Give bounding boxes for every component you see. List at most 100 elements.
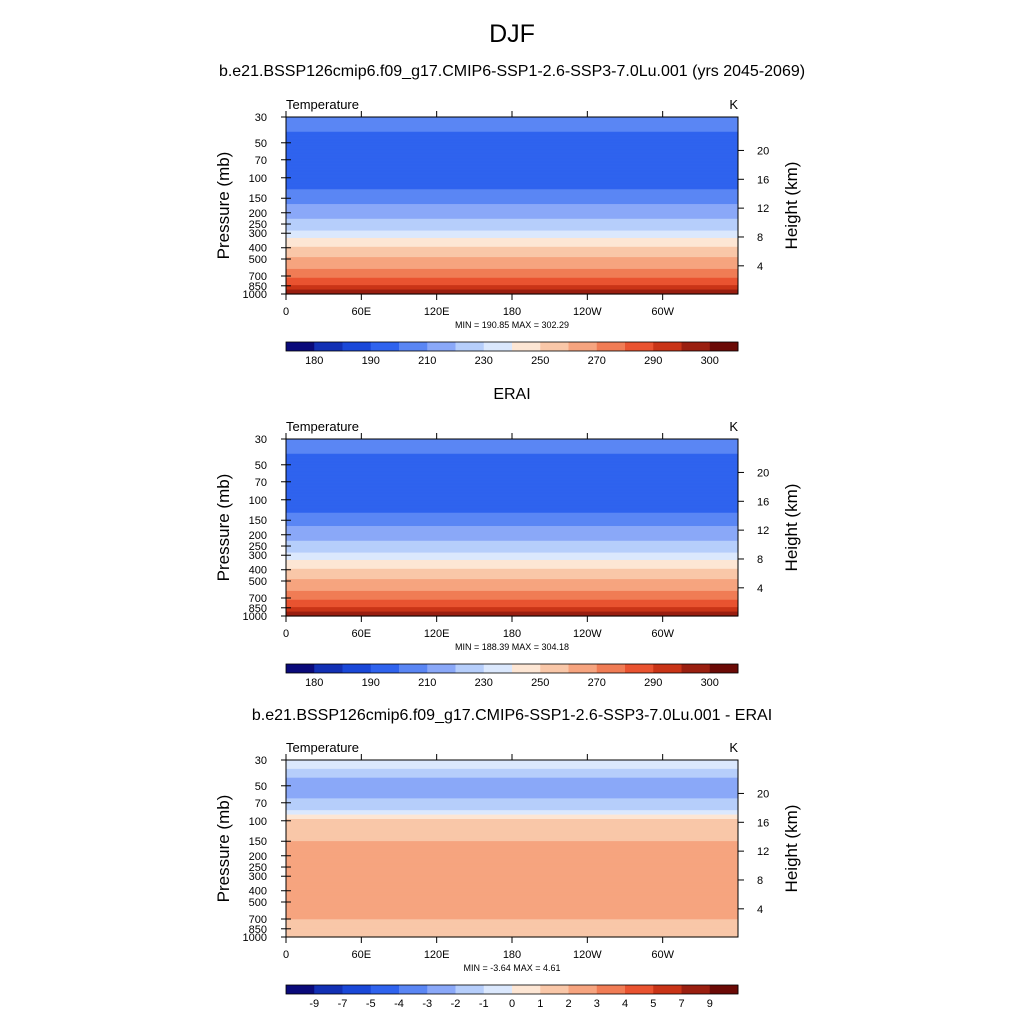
height-tick-label: 8 xyxy=(757,232,763,244)
colorbar-swatch xyxy=(399,342,428,351)
contour-band xyxy=(286,847,738,850)
contour-band xyxy=(286,453,738,456)
lon-tick-label: 120W xyxy=(573,306,602,318)
pressure-tick-label: 700 xyxy=(249,914,267,926)
contour-band xyxy=(286,449,738,452)
contour-band xyxy=(286,142,738,145)
contour-band xyxy=(286,934,738,937)
contour-band xyxy=(286,876,738,879)
pressure-tick-label: 700 xyxy=(249,593,267,605)
contour-band xyxy=(286,223,738,226)
contour-band xyxy=(286,205,738,208)
contour-band xyxy=(286,243,738,246)
contour-band xyxy=(286,168,738,171)
contour-band xyxy=(286,894,738,897)
case-panel-title: b.e21.BSSP126cmip6.f09_g17.CMIP6-SSP1-2.… xyxy=(218,63,806,80)
contour-band xyxy=(286,761,738,764)
contour-band xyxy=(286,807,738,810)
lon-tick-label: 120W xyxy=(573,628,602,640)
units-label: K xyxy=(729,97,738,112)
panel-diff xyxy=(281,754,744,995)
contour-band xyxy=(286,220,738,223)
contour-band xyxy=(286,190,738,193)
lon-tick-label: 60W xyxy=(651,949,674,961)
contour-band xyxy=(286,118,738,121)
contour-band xyxy=(286,211,738,214)
contour-band xyxy=(286,904,738,907)
contour-band xyxy=(286,889,738,892)
contour-band xyxy=(286,165,738,168)
contour-band xyxy=(286,127,738,130)
contour-band xyxy=(286,919,738,922)
pressure-tick-label: 30 xyxy=(255,755,267,767)
contour-band xyxy=(286,849,738,853)
contour-band xyxy=(286,577,738,580)
colorbar-swatch xyxy=(709,664,739,673)
colorbar-swatch xyxy=(314,664,343,673)
contour-band xyxy=(286,257,738,260)
contour-band xyxy=(286,823,738,826)
colorbar-label: 210 xyxy=(418,677,436,689)
contour-band xyxy=(286,503,738,506)
colorbar-label: 190 xyxy=(362,677,380,689)
pressure-tick-label: 500 xyxy=(249,254,267,266)
colorbar-swatch xyxy=(427,342,456,351)
colorbar-swatch xyxy=(653,985,682,994)
colorbar-label: 230 xyxy=(475,355,493,367)
colorbar-label: 5 xyxy=(650,998,656,1010)
contour-band xyxy=(286,901,738,904)
contour-band xyxy=(286,155,738,158)
contour-band xyxy=(286,829,738,832)
contour-band xyxy=(286,880,738,884)
colorbar-swatch xyxy=(286,664,315,673)
contour-band xyxy=(286,552,738,555)
colorbar-label: -4 xyxy=(394,998,404,1010)
contour-band xyxy=(286,873,738,876)
contour-band xyxy=(286,496,738,499)
contour-band xyxy=(286,153,738,156)
contour-band xyxy=(286,793,738,796)
contour-band xyxy=(286,441,738,445)
contour-band xyxy=(286,263,738,266)
height-tick-label: 4 xyxy=(757,904,763,916)
contour-band xyxy=(286,602,738,605)
contour-band xyxy=(286,204,738,207)
contour-band xyxy=(286,844,738,847)
contour-band xyxy=(286,764,738,767)
contour-band xyxy=(286,215,738,218)
contour-band xyxy=(286,926,738,929)
lon-tick-label: 60W xyxy=(651,306,674,318)
contour-band xyxy=(286,798,738,801)
contour-band xyxy=(286,455,738,458)
contour-band xyxy=(286,450,738,453)
colorbar-swatch xyxy=(709,985,739,994)
contour-band xyxy=(286,161,738,164)
contour-band xyxy=(286,236,738,239)
contour-band xyxy=(286,593,738,596)
colorbar-label: 270 xyxy=(588,677,606,689)
colorbar-swatch xyxy=(286,342,315,351)
contour-band xyxy=(286,864,738,867)
contour-band xyxy=(286,789,738,792)
contour-band xyxy=(286,932,738,935)
contour-band xyxy=(286,195,738,198)
colorbar-swatch xyxy=(370,342,400,351)
contour-band xyxy=(286,760,738,763)
contour-band xyxy=(286,845,738,848)
contour-band xyxy=(286,184,738,187)
contour-band xyxy=(286,795,738,798)
y-axis-title: Pressure (mb) xyxy=(214,152,233,260)
contour-band xyxy=(286,246,738,249)
pressure-tick-label: 50 xyxy=(255,781,267,793)
contour-band xyxy=(286,147,738,151)
pressure-tick-label: 250 xyxy=(249,862,267,874)
pressure-tick-label: 1000 xyxy=(243,932,267,944)
colorbar-swatch xyxy=(681,664,711,673)
pressure-tick-label: 100 xyxy=(249,173,267,185)
pressure-tick-label: 200 xyxy=(249,530,267,542)
contour-band xyxy=(286,468,738,471)
contour-band xyxy=(286,604,738,607)
contour-band xyxy=(286,557,738,560)
contour-band xyxy=(286,467,738,470)
pressure-tick-label: 300 xyxy=(249,871,267,883)
